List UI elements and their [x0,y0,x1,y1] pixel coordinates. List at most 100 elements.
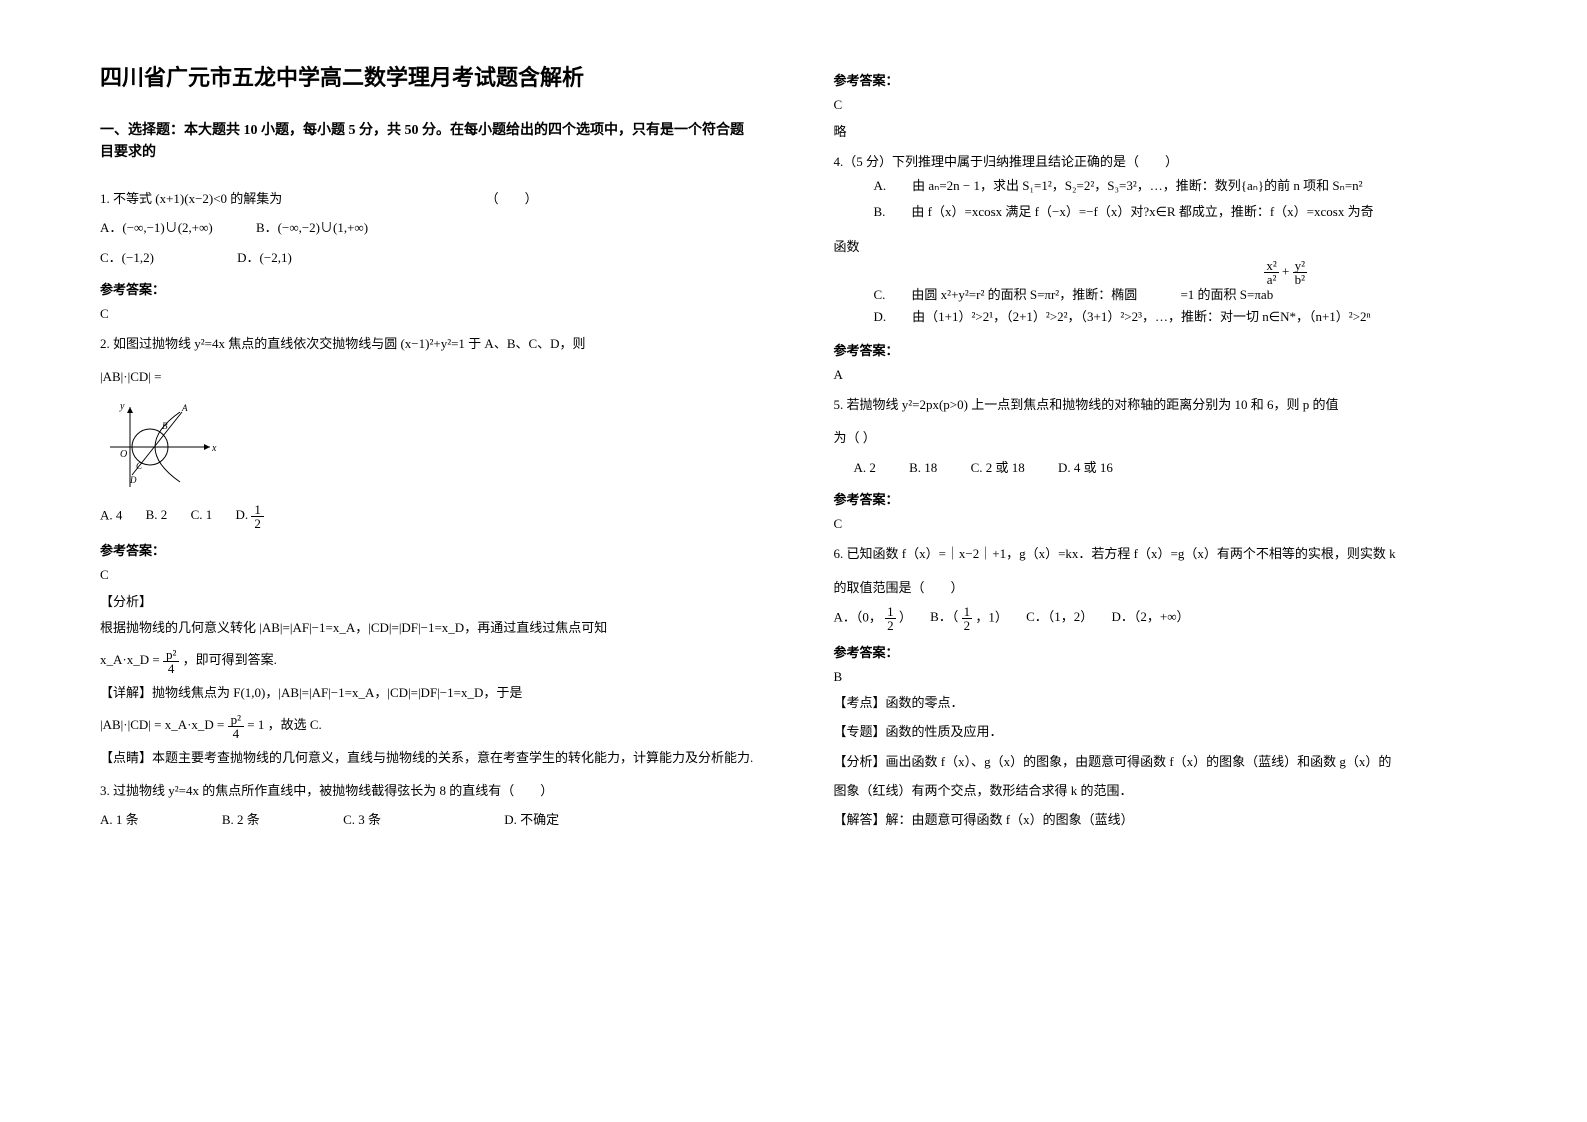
q1-optD: D．(−2,1) [237,250,292,265]
section-heading: 一、选择题：本大题共 10 小题，每小题 5 分，共 50 分。在每小题给出的四… [100,120,754,165]
q6-stem-tail: 的取值范围是（ ） [834,576,1488,599]
q2-point: 【点睛】本题主要考查抛物线的几何意义，直线与抛物线的关系，意在考查学生的转化能力… [100,746,754,769]
q4-ans-label: 参考答案： [834,340,1488,359]
svg-text:x: x [211,443,217,454]
q1-paren: （ ） [486,191,538,206]
q3-optB: B. 2 条 [222,812,260,827]
q5-optC: C. 2 或 18 [971,460,1025,475]
q1-ans-label: 参考答案： [100,279,754,298]
svg-text:B: B [162,421,168,431]
svg-text:C: C [136,461,143,471]
q6-analysis-tail: 图象（红线）有两个交点，数形结合求得 k 的范围． [834,779,1488,802]
q2-stem2: |AB|·|CD| = [100,365,754,388]
q4-optC: x² a² + y² b² C. 由圆 x²+y²=r² 的面积 S=πr²，推… [874,259,1488,304]
q2-f2-den: 4 [228,727,244,740]
q1-optB: B．(−∞,−2)∪(1,+∞) [256,220,368,235]
q4-optC-frac1: x² a² [1264,259,1278,286]
svg-text:O: O [120,449,127,460]
q4-optC-suffix: =1 的面积 S=πab [1180,287,1273,302]
q6-optB-suffix: ，1） [975,609,1008,624]
q6-optA-suffix: ） [899,609,912,624]
q6-optD: D．（2，+∞） [1112,609,1190,624]
q4-optD: D. 由（1+1）²>2¹，（2+1）²>2²，（3+1）²>2³，…，推断：对… [874,304,1488,330]
q1-optA: A．(−∞,−1)∪(2,+∞) [100,220,213,235]
q1-options-row1: A．(−∞,−1)∪(2,+∞) B．(−∞,−2)∪(1,+∞) [100,216,754,239]
q3-brief: 略 [834,121,1488,140]
q5-ans: C [834,516,1488,532]
q2-optB: B. 2 [146,507,168,522]
q5-ans-label: 参考答案： [834,489,1488,508]
q4-optC-f1d: a² [1264,273,1278,286]
q5-options: A. 2 B. 18 C. 2 或 18 D. 4 或 16 [854,456,1488,479]
q4-optC-frac-row: x² a² + y² b² [874,259,1488,286]
q3-stem: 3. 过抛物线 y²=4x 的焦点所作直线中，被抛物线截得弦长为 8 的直线有（… [100,779,754,802]
q4-optC-f2d: b² [1293,273,1307,286]
q6-stem: 6. 已知函数 f（x）=｜x−2｜+1，g（x）=kx．若方程 f（x）=g（… [834,542,1488,565]
q5-optB: B. 18 [909,460,937,475]
q6-optB-num: 1 [962,605,973,619]
q2-analysis-label: 【分析】 [100,591,754,610]
q6-optA-num: 1 [885,605,896,619]
q2-f1-right: ，即可得到答案. [183,652,277,667]
q5-optD: D. 4 或 16 [1058,460,1113,475]
q2-f2-num: p² [228,713,244,727]
q4-optB-tail: 函数 [834,235,1488,258]
q6-optA-frac: 1 2 [885,605,896,632]
q1-stem: 1. 不等式 (x+1)(x−2)<0 的解集为 （ ） [100,187,754,210]
q2-f2-tail: ，故选 C. [268,717,322,732]
q2-f1-left: x_A·x_D = [100,652,163,667]
q6-ans-label: 参考答案： [834,642,1488,661]
q4-optC-frac2: y² b² [1293,259,1307,286]
q6-options: A．（0， 1 2 ） B．（ 1 2 ，1） C．（1，2） D．（2，+∞） [834,605,1488,632]
q6-analysis: 【分析】画出函数 f（x）、g（x）的图象，由题意可得函数 f（x）的图象（蓝线… [834,750,1488,773]
q2-f2-frac: p² 4 [228,713,244,740]
q2-f1-num: p² [163,648,179,662]
q1-optC: C．(−1,2) [100,250,154,265]
q2-detail: 【详解】抛物线焦点为 F(1,0)，|AB|=|AF|−1=x_A，|CD|=|… [100,681,754,704]
q4-ans: A [834,367,1488,383]
q2-f2-right: = 1 [247,717,264,732]
svg-text:A: A [181,403,188,413]
q6-kp: 【考点】函数的零点． [834,691,1488,714]
q6-optC: C．（1，2） [1026,609,1093,624]
q2-optC: C. 1 [191,507,213,522]
page-title: 四川省广元市五龙中学高二数学理月考试题含解析 [100,60,754,92]
q2-f1-den: 4 [163,662,179,675]
q2-stem: 2. 如图过抛物线 y²=4x 焦点的直线依次交抛物线与圆 (x−1)²+y²=… [100,332,754,355]
q2-ans: C [100,567,754,583]
q6-optA-den: 2 [885,619,896,632]
parabola-graph: x y O A B C D [100,397,220,497]
q6-optB-frac: 1 2 [962,605,973,632]
q2-optA: A. 4 [100,507,122,522]
q3-optD: D. 不确定 [504,812,559,827]
q3-optC: C. 3 条 [343,812,381,827]
q4-optC-plus: + [1282,263,1289,278]
right-column: 参考答案： C 略 4.（5 分）下列推理中属于归纳推理且结论正确的是（ ） A… [834,60,1488,1062]
q5-stem: 5. 若抛物线 y²=2px(p>0) 上一点到焦点和抛物线的对称轴的距离分别为… [834,393,1488,416]
svg-text:y: y [119,401,125,412]
q4-stem: 4.（5 分）下列推理中属于归纳推理且结论正确的是（ ） [834,150,1488,173]
q2-optD-frac: 1 2 [251,503,264,530]
q3-optA: A. 1 条 [100,812,139,827]
q4-optC-f1n: x² [1264,259,1278,273]
q6-ans: B [834,669,1488,685]
q2-f2-left: |AB|·|CD| = x_A·x_D = [100,717,228,732]
q6-optB-den: 2 [962,619,973,632]
svg-text:D: D [129,475,137,485]
q4-optC-prefix: C. 由圆 x²+y²=r² 的面积 S=πr²，推断：椭圆 [874,287,1141,302]
left-column: 四川省广元市五龙中学高二数学理月考试题含解析 一、选择题：本大题共 10 小题，… [100,60,754,1062]
q1-ans: C [100,306,754,322]
q3-options: A. 1 条 B. 2 条 C. 3 条 D. 不确定 [100,808,754,831]
q2-optD-den: 2 [251,517,264,530]
q6-optB-prefix: B．（ [930,609,958,624]
q2-optD-num: 1 [251,503,264,517]
q5-optA: A. 2 [854,460,876,475]
q2-optD-prefix: D. [235,507,251,522]
q3-ans: C [834,97,1488,113]
q2-ans-label: 参考答案： [100,540,754,559]
q3-ans-label: 参考答案： [834,70,1488,89]
q2-analysis1: 根据抛物线的几何意义转化 |AB|=|AF|−1=x_A，|CD|=|DF|−1… [100,616,754,639]
q2-options: A. 4 B. 2 C. 1 D. 1 2 [100,503,754,530]
q4-optB: B. 由 f（x）=xcosx 满足 f（−x）=−f（x）对?x∈R 都成立，… [874,199,1488,225]
q6-optA-prefix: A．（0， [834,609,882,624]
